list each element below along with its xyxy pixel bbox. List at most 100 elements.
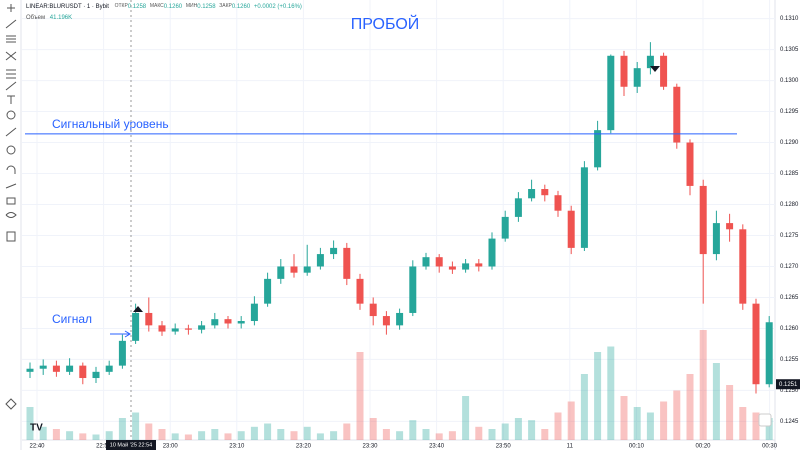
ohlc-value: 0.1258 — [128, 4, 147, 10]
candle-body — [356, 278, 364, 304]
candle-body — [554, 195, 562, 211]
volume-bar — [448, 431, 456, 440]
volume-bar — [594, 352, 602, 440]
volume-bar — [435, 433, 443, 440]
candle-body — [686, 142, 694, 186]
candle-body — [409, 266, 417, 313]
candle-body — [752, 303, 760, 385]
volume-bar — [303, 426, 311, 440]
candle-body — [250, 303, 258, 322]
volume-bar — [158, 429, 166, 440]
volume-bar — [580, 374, 588, 440]
ohlc-label: МАКС — [150, 3, 164, 9]
candle-body — [620, 55, 628, 87]
x-tick-label: 23:10 — [229, 444, 245, 450]
y-tick-label: 0.1270 — [780, 264, 799, 270]
tv-logo: TV — [30, 423, 43, 434]
y-tick-label: 0.1280 — [780, 202, 799, 208]
volume-bar — [514, 418, 522, 440]
volume-bar — [699, 330, 707, 440]
candle-body — [633, 68, 641, 87]
candle-body — [673, 86, 681, 143]
scroll-button[interactable] — [758, 413, 772, 427]
x-tick-label: 23:20 — [296, 444, 312, 450]
candle-body — [66, 365, 74, 372]
x-tick-label: 11 — [567, 444, 574, 450]
volume-bar — [264, 423, 272, 440]
candle-body — [52, 365, 60, 372]
ohlc-label: МИН — [186, 3, 198, 9]
volume-bar — [409, 420, 417, 440]
volume-bar — [356, 352, 364, 440]
volume-bar — [26, 407, 34, 440]
signal-label: Сигнал — [52, 312, 92, 326]
y-tick-label: 0.1250 — [780, 388, 799, 394]
volume-bar — [330, 431, 338, 440]
candle-body — [660, 55, 668, 87]
header: LINEAR:BLURUSDT · 1 · Bybit ОТКР0.1258 М… — [26, 3, 302, 9]
ohlc-value: 0.1258 — [197, 4, 216, 10]
volume-bar — [382, 429, 390, 440]
volume-bar — [646, 412, 654, 440]
last-price-bg — [776, 379, 800, 390]
candle-body — [264, 278, 272, 304]
y-tick-label: 0.1265 — [780, 295, 799, 301]
volume-bar — [277, 429, 285, 440]
volume-bar — [554, 412, 562, 440]
candle-body — [528, 189, 536, 199]
volume-bar — [765, 418, 773, 440]
candles — [26, 42, 773, 394]
candle-body — [132, 312, 140, 341]
candle-body — [448, 266, 456, 270]
candle-body — [646, 55, 654, 69]
candle-body — [118, 340, 126, 366]
crosshair-label: 10 Май '25 22:54 — [110, 441, 152, 448]
candle-body — [330, 247, 338, 255]
candle-body — [501, 216, 509, 239]
volume-bar — [620, 396, 628, 440]
volume-bar — [343, 423, 351, 440]
candle-body — [198, 325, 206, 330]
volume-bar — [607, 346, 615, 440]
x-tick-label: 00:20 — [695, 444, 711, 450]
candle-body — [145, 312, 153, 326]
candle-body — [739, 229, 747, 304]
volume-bar — [660, 401, 668, 440]
ohlc-value: 0.1260 — [164, 4, 183, 10]
candle-body — [224, 319, 232, 324]
volume-value: 41.196K — [50, 15, 72, 21]
candle-body — [607, 55, 615, 131]
volume-bar — [673, 390, 681, 440]
x-tick-label: 00:30 — [762, 444, 778, 450]
candle-body — [382, 316, 390, 326]
volume-bar — [79, 433, 87, 440]
change: +0.0002 (+0.16%) — [254, 4, 302, 10]
candle-body — [184, 328, 192, 330]
candle-body — [303, 266, 311, 273]
volume-bar — [118, 418, 126, 440]
volume-bar — [92, 434, 100, 440]
x-tick-label: 22:40 — [29, 444, 45, 450]
candle-body — [435, 257, 443, 267]
candle-body — [488, 238, 496, 267]
y-tick-label: 0.1245 — [780, 419, 799, 425]
volume-bar — [224, 433, 232, 440]
volume-bar — [184, 434, 192, 440]
candle-body — [316, 254, 324, 267]
volume-bar — [145, 423, 153, 440]
volume-bar — [726, 385, 734, 440]
candle-body — [541, 189, 549, 196]
volume-bar — [316, 433, 324, 440]
candle-body — [567, 210, 575, 248]
x-tick-label: 23:30 — [362, 444, 378, 450]
volume-bar — [171, 433, 179, 440]
candle-body — [396, 312, 404, 326]
volume-bar — [66, 431, 74, 440]
volume-bar — [52, 429, 60, 440]
candle-body — [699, 185, 707, 255]
candle-body — [92, 371, 100, 379]
candle-body — [514, 198, 522, 217]
volume-bar — [211, 429, 219, 440]
y-tick-label: 0.1285 — [780, 171, 799, 177]
